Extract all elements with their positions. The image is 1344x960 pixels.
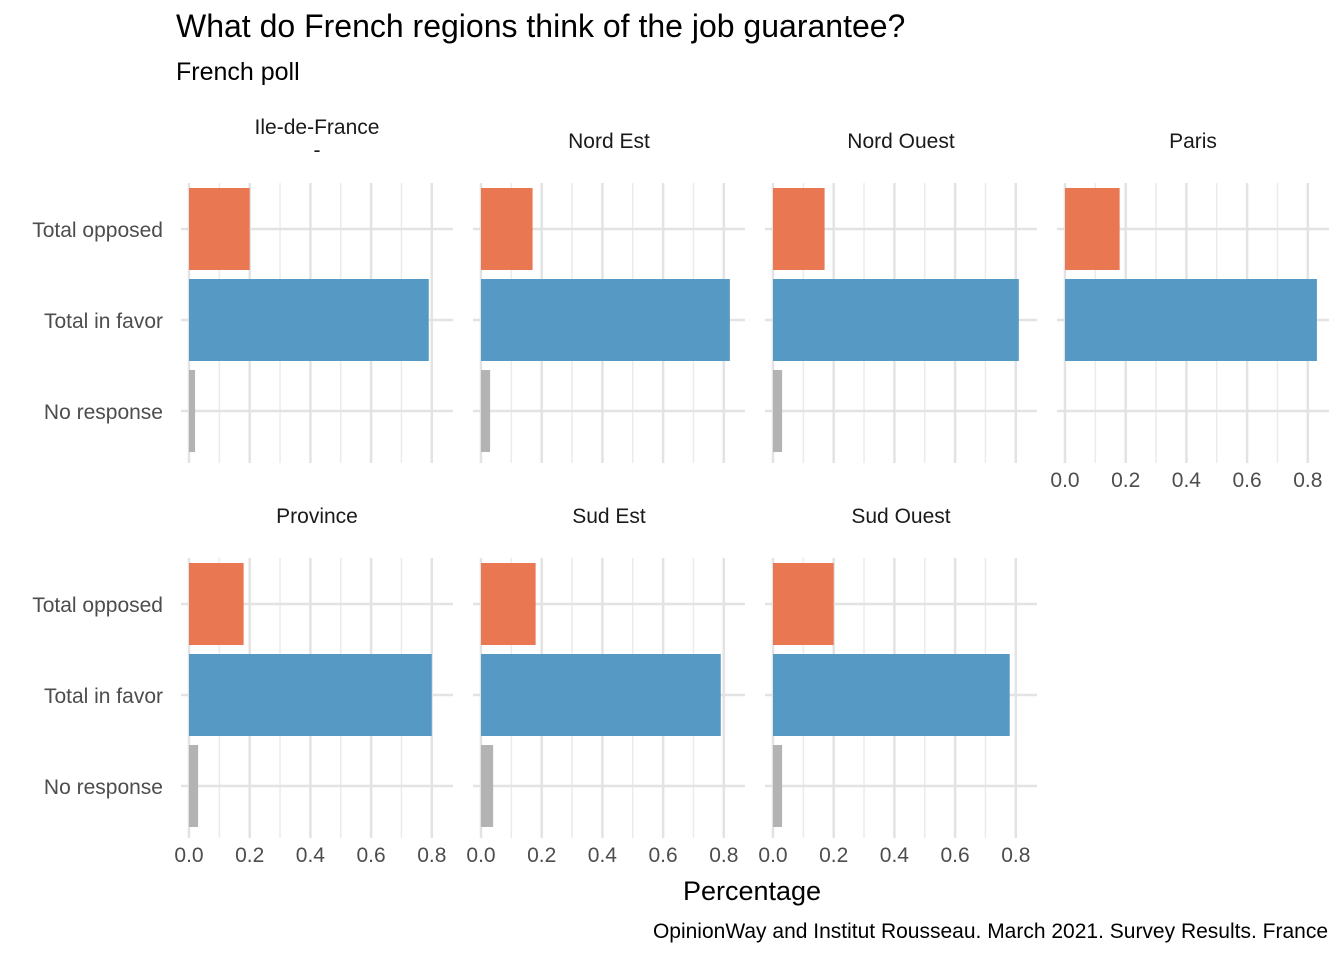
bar-sud-est-total-opposed bbox=[481, 563, 536, 645]
bar-nord-est-total-in-favor bbox=[481, 279, 730, 361]
x-tick-label: 0.4 bbox=[1172, 469, 1202, 492]
x-tick-label: 0.0 bbox=[174, 844, 203, 867]
bar-sud-est-no-response bbox=[481, 745, 494, 827]
bar-ile-de-france-total-in-favor bbox=[189, 279, 429, 361]
bar-sud-est-total-in-favor bbox=[481, 654, 721, 736]
x-tick-label: 0.0 bbox=[1050, 469, 1079, 492]
x-axis-label: Percentage bbox=[682, 876, 822, 906]
facet-label-province: Province bbox=[276, 505, 358, 528]
x-tick-label: 0.8 bbox=[709, 844, 738, 867]
facet-label-nord-est: Nord Est bbox=[568, 130, 650, 153]
x-tick-label: 0.6 bbox=[940, 844, 969, 867]
bar-nord-ouest-total-opposed bbox=[773, 188, 825, 270]
x-tick-label: 0.2 bbox=[235, 844, 264, 867]
facet-label-nord-ouest: Nord Ouest bbox=[847, 130, 955, 153]
x-tick-label: 0.0 bbox=[466, 844, 495, 867]
x-tick-label: 0.6 bbox=[1232, 469, 1261, 492]
x-tick-label: 0.2 bbox=[1111, 469, 1140, 492]
facet-label-paris: Paris bbox=[1169, 130, 1217, 153]
bar-paris-total-opposed bbox=[1065, 188, 1120, 270]
bar-ile-de-france-total-opposed bbox=[189, 188, 250, 270]
x-tick-label: 0.0 bbox=[758, 844, 787, 867]
x-tick-label: 0.6 bbox=[648, 844, 677, 867]
facet-label-sud-est: Sud Est bbox=[572, 505, 646, 528]
bar-nord-est-total-opposed bbox=[481, 188, 533, 270]
x-tick-label: 0.6 bbox=[356, 844, 385, 867]
facet-label-ile-de-france: Ile-de-France bbox=[255, 116, 380, 139]
chart-subtitle: French poll bbox=[176, 58, 300, 86]
x-tick-label: 0.4 bbox=[296, 844, 326, 867]
y-tick-label: Total opposed bbox=[32, 219, 163, 242]
facet-label-sud-ouest: Sud Ouest bbox=[851, 505, 950, 528]
y-tick-label: Total opposed bbox=[32, 594, 163, 617]
bar-paris-total-in-favor bbox=[1065, 279, 1317, 361]
bar-province-total-opposed bbox=[189, 563, 244, 645]
facet-label-ile-de-france: - bbox=[314, 139, 321, 162]
x-tick-label: 0.8 bbox=[417, 844, 446, 867]
y-tick-label: No response bbox=[44, 776, 163, 799]
y-tick-label: Total in favor bbox=[44, 685, 163, 708]
bar-sud-ouest-total-in-favor bbox=[773, 654, 1010, 736]
x-tick-label: 0.8 bbox=[1001, 844, 1030, 867]
y-tick-label: No response bbox=[44, 401, 163, 424]
y-tick-label: Total in favor bbox=[44, 310, 163, 333]
bar-sud-ouest-total-opposed bbox=[773, 563, 834, 645]
x-tick-label: 0.2 bbox=[819, 844, 848, 867]
x-tick-label: 0.4 bbox=[880, 844, 910, 867]
x-tick-label: 0.8 bbox=[1293, 469, 1322, 492]
bar-nord-ouest-total-in-favor bbox=[773, 279, 1019, 361]
chart-caption: OpinionWay and Institut Rousseau. March … bbox=[652, 920, 1328, 943]
bar-nord-ouest-no-response bbox=[773, 370, 783, 452]
bar-province-no-response bbox=[189, 745, 199, 827]
bar-ile-de-france-no-response bbox=[189, 370, 196, 452]
x-tick-label: 0.2 bbox=[527, 844, 556, 867]
bar-province-total-in-favor bbox=[189, 654, 432, 736]
bar-nord-est-no-response bbox=[481, 370, 491, 452]
x-tick-label: 0.4 bbox=[588, 844, 618, 867]
chart-title: What do French regions think of the job … bbox=[176, 8, 906, 44]
bar-sud-ouest-no-response bbox=[773, 745, 783, 827]
